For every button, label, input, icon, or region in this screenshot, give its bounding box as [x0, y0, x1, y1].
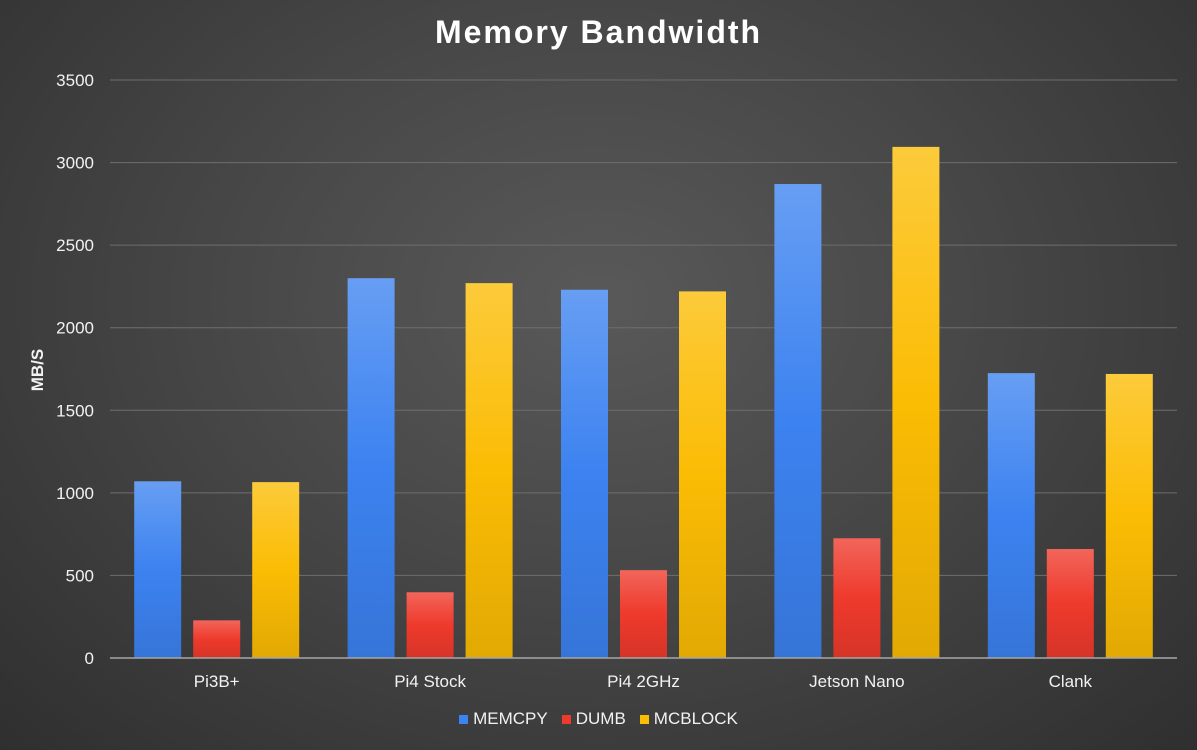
legend-item: DUMB	[561, 709, 626, 729]
bar-dumb	[193, 620, 241, 658]
x-tick-label: Pi4 2GHz	[607, 672, 680, 691]
y-tick-label: 0	[85, 649, 94, 668]
legend-item: MEMCPY	[459, 709, 548, 729]
bar-memcpy	[987, 373, 1035, 658]
bar-mcblock	[679, 291, 726, 658]
y-tick-label: 2000	[56, 319, 94, 338]
legend-label: MCBLOCK	[653, 709, 738, 728]
legend-label: DUMB	[575, 709, 626, 728]
legend-swatch	[459, 714, 469, 724]
legend-swatch	[639, 714, 649, 724]
legend-label: MEMCPY	[473, 709, 548, 728]
y-tick-label: 3000	[56, 154, 94, 173]
bar-memcpy	[347, 278, 395, 658]
y-tick-label: 3500	[56, 71, 94, 90]
bar-memcpy	[774, 184, 822, 659]
legend: MEMCPY DUMB MCBLOCK	[0, 709, 1197, 729]
legend-item: MCBLOCK	[639, 709, 738, 729]
bar-dumb	[833, 538, 881, 658]
bar-mcblock	[465, 283, 513, 658]
legend-swatch	[561, 714, 571, 724]
bar-memcpy	[134, 481, 182, 658]
chart-title: Memory Bandwidth	[434, 14, 763, 50]
bar-dumb	[406, 592, 454, 658]
bar-mcblock	[1105, 373, 1153, 658]
bar-mcblock	[892, 146, 940, 658]
y-tick-label: 1500	[56, 401, 94, 420]
bar-dumb	[1046, 549, 1094, 658]
x-tick-label: Pi3B+	[194, 672, 240, 691]
y-tick-label: 2500	[56, 236, 94, 255]
bar-mcblock	[252, 482, 300, 658]
x-tick-label: Clank	[1049, 672, 1093, 691]
x-tick-label: Pi4 Stock	[394, 672, 466, 691]
bar-dumb	[620, 570, 667, 658]
y-tick-label: 1000	[56, 484, 94, 503]
bar-memcpy	[561, 289, 608, 658]
x-tick-label: Jetson Nano	[809, 672, 904, 691]
y-tick-label: 500	[66, 566, 94, 585]
